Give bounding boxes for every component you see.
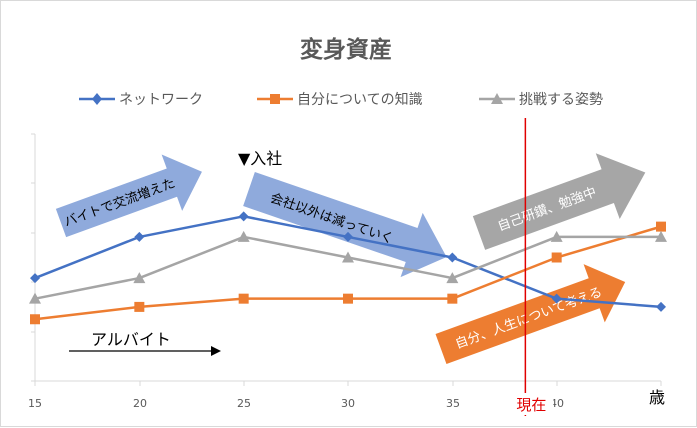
data-point bbox=[133, 272, 146, 284]
series-layer bbox=[29, 211, 667, 325]
data-point bbox=[238, 211, 249, 222]
data-point bbox=[447, 293, 458, 304]
x-tick-label: 15 bbox=[28, 397, 42, 410]
data-point bbox=[134, 231, 145, 242]
data-point bbox=[551, 252, 562, 263]
data-point bbox=[551, 293, 562, 304]
arrow-self-study: 自己研鑽、勉強中 bbox=[472, 153, 646, 250]
x-tick-label: 40 bbox=[550, 397, 564, 410]
data-point bbox=[29, 292, 41, 304]
series-0 bbox=[30, 211, 666, 312]
arrow-outside-decrease: 会社以外は減っていく bbox=[243, 171, 447, 278]
data-point bbox=[30, 273, 40, 284]
data-point bbox=[550, 230, 563, 242]
data-point bbox=[134, 301, 145, 312]
data-point bbox=[343, 293, 353, 304]
join-company-label: ▼入社 bbox=[238, 149, 282, 168]
data-point bbox=[343, 231, 353, 242]
chart-title: 変身資産 bbox=[300, 36, 392, 63]
series-2 bbox=[29, 230, 667, 304]
x-tick-labels: 15 20 25 30 35 40 bbox=[28, 397, 564, 410]
x-unit-label: 歳 bbox=[649, 388, 665, 407]
x-tick-label: 20 bbox=[133, 397, 147, 410]
legend-label-self-knowledge: 自分についての知識 bbox=[297, 91, 423, 108]
diamond-marker-icon bbox=[92, 93, 102, 105]
legend-item-challenge: 挑戦する姿勢 bbox=[479, 92, 603, 108]
x-tick-label: 35 bbox=[446, 397, 460, 410]
legend-item-self-knowledge: 自分についての知識 bbox=[257, 91, 423, 108]
data-point bbox=[446, 272, 459, 284]
x-tick-label: 30 bbox=[341, 397, 355, 410]
data-point bbox=[656, 301, 666, 312]
axes bbox=[31, 133, 662, 386]
data-point bbox=[237, 230, 250, 242]
data-point bbox=[655, 230, 667, 242]
data-point bbox=[238, 293, 249, 304]
part-time-period: アルバイト bbox=[69, 330, 221, 356]
legend-label-challenge: 挑戦する姿勢 bbox=[519, 92, 603, 108]
arrow-part-time-interaction: バイトで交流増えた bbox=[55, 154, 202, 238]
legend-label-network: ネットワーク bbox=[119, 92, 203, 108]
arrow-right-icon bbox=[211, 346, 221, 356]
now-label-bg bbox=[511, 393, 554, 415]
arrow-life-thinking: 自分、人生について考える bbox=[435, 264, 626, 365]
data-point bbox=[30, 314, 40, 325]
series-1 bbox=[30, 221, 666, 325]
legend-item-network: ネットワーク bbox=[79, 92, 203, 108]
square-marker-icon bbox=[270, 94, 280, 104]
legend: ネットワーク 自分についての知識 挑戦する姿勢 bbox=[79, 91, 603, 108]
data-point bbox=[342, 251, 354, 263]
arrow-label-life: 自分、人生について考える bbox=[453, 285, 604, 352]
part-time-label: アルバイト bbox=[91, 330, 171, 349]
x-tick-label: 25 bbox=[237, 397, 251, 410]
data-point bbox=[656, 221, 666, 232]
triangle-marker-icon bbox=[491, 93, 503, 104]
now-label: 現在 bbox=[516, 396, 546, 414]
data-point bbox=[447, 252, 458, 263]
